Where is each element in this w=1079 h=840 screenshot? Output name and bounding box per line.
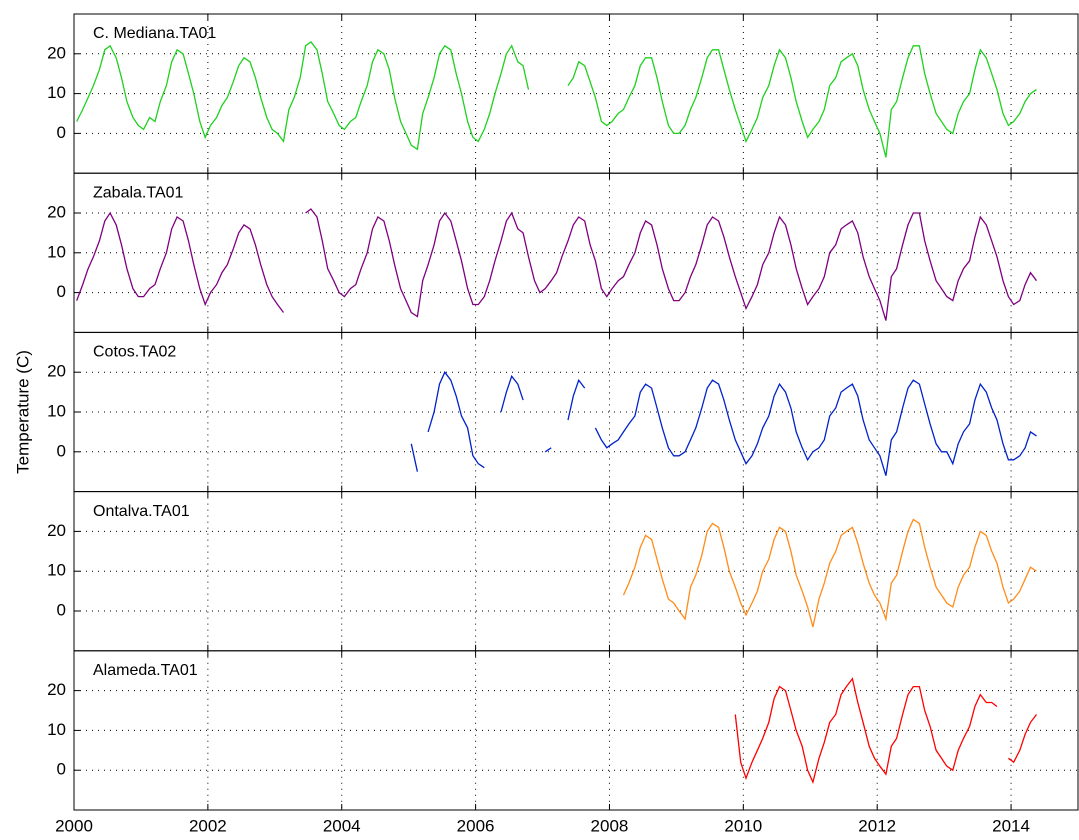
y-tick-label: 10: [47, 83, 66, 102]
series-line: [76, 208, 1038, 321]
x-tick-label: 2004: [323, 816, 361, 835]
panel-title: Ontalva.TA01: [93, 503, 190, 520]
y-tick-label: 10: [47, 242, 66, 261]
y-tick-label: 10: [47, 561, 66, 580]
panel-frame: [73, 650, 1079, 811]
panel-title: Alameda.TA01: [93, 662, 198, 679]
y-tick-label: 0: [57, 760, 66, 779]
y-tick-label: 0: [57, 441, 66, 460]
y-tick-label: 20: [47, 43, 66, 62]
x-tick-label: 2008: [591, 816, 629, 835]
y-tick-label: 0: [57, 600, 66, 619]
x-tick-label: 2010: [724, 816, 762, 835]
panel-title: Zabala.TA01: [93, 184, 184, 201]
y-tick-label: 20: [47, 202, 66, 221]
x-tick-label: 2000: [55, 816, 93, 835]
x-tick-label: 2002: [189, 816, 227, 835]
y-tick-label: 20: [47, 521, 66, 540]
y-tick-label: 10: [47, 401, 66, 420]
y-tick-label: 0: [57, 282, 66, 301]
series-line: [76, 41, 1037, 158]
x-tick-label: 2012: [858, 816, 896, 835]
y-tick-label: 0: [57, 123, 66, 142]
series-line: [734, 677, 1038, 785]
panel-title: Cotos.TA02: [93, 344, 176, 361]
panel-title: C. Mediana.TA01: [93, 25, 216, 42]
series-line: [622, 518, 1037, 628]
x-tick-label: 2014: [992, 816, 1030, 835]
y-tick-label: 20: [47, 362, 66, 381]
x-tick-label: 2006: [457, 816, 495, 835]
series-line: [410, 370, 1037, 476]
y-tick-label: 20: [47, 680, 66, 699]
y-tick-label: 10: [47, 720, 66, 739]
y-axis-label: Temperature (C): [13, 350, 32, 474]
